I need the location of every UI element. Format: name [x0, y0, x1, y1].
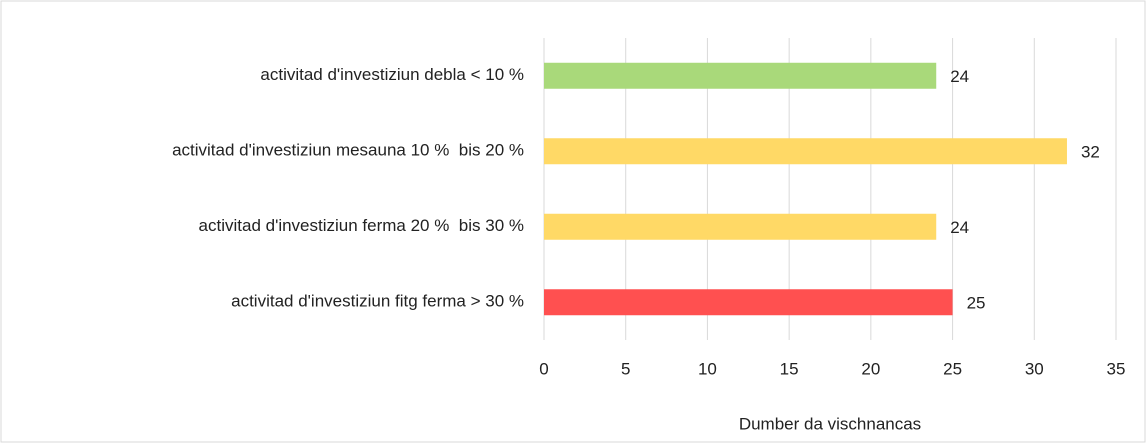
x-tick-label: 30	[1025, 359, 1044, 378]
x-axis-title: Dumber da vischnancas	[739, 414, 921, 433]
x-tick-label: 10	[698, 359, 717, 378]
value-label: 32	[1081, 143, 1100, 162]
y-tick-label: activitad d'investiziun debla < 10 %	[260, 65, 524, 84]
bar	[544, 62, 937, 89]
x-tick-label: 35	[1107, 359, 1126, 378]
x-tick-label: 0	[539, 359, 548, 378]
x-tick-label: 15	[780, 359, 799, 378]
y-tick-label: activitad d'investiziun fitg ferma > 30 …	[231, 292, 524, 311]
value-label: 24	[950, 67, 969, 86]
x-tick-label: 5	[621, 359, 630, 378]
x-tick-label: 20	[861, 359, 880, 378]
value-label: 25	[967, 294, 986, 313]
y-tick-label: activitad d'investiziun ferma 20 % bis 3…	[199, 216, 524, 235]
bar	[544, 138, 1067, 165]
y-tick-label: activitad d'investiziun mesauna 10 % bis…	[172, 141, 524, 160]
value-label: 24	[950, 218, 969, 237]
bar	[544, 289, 953, 316]
bar	[544, 213, 937, 240]
x-tick-label: 25	[943, 359, 962, 378]
